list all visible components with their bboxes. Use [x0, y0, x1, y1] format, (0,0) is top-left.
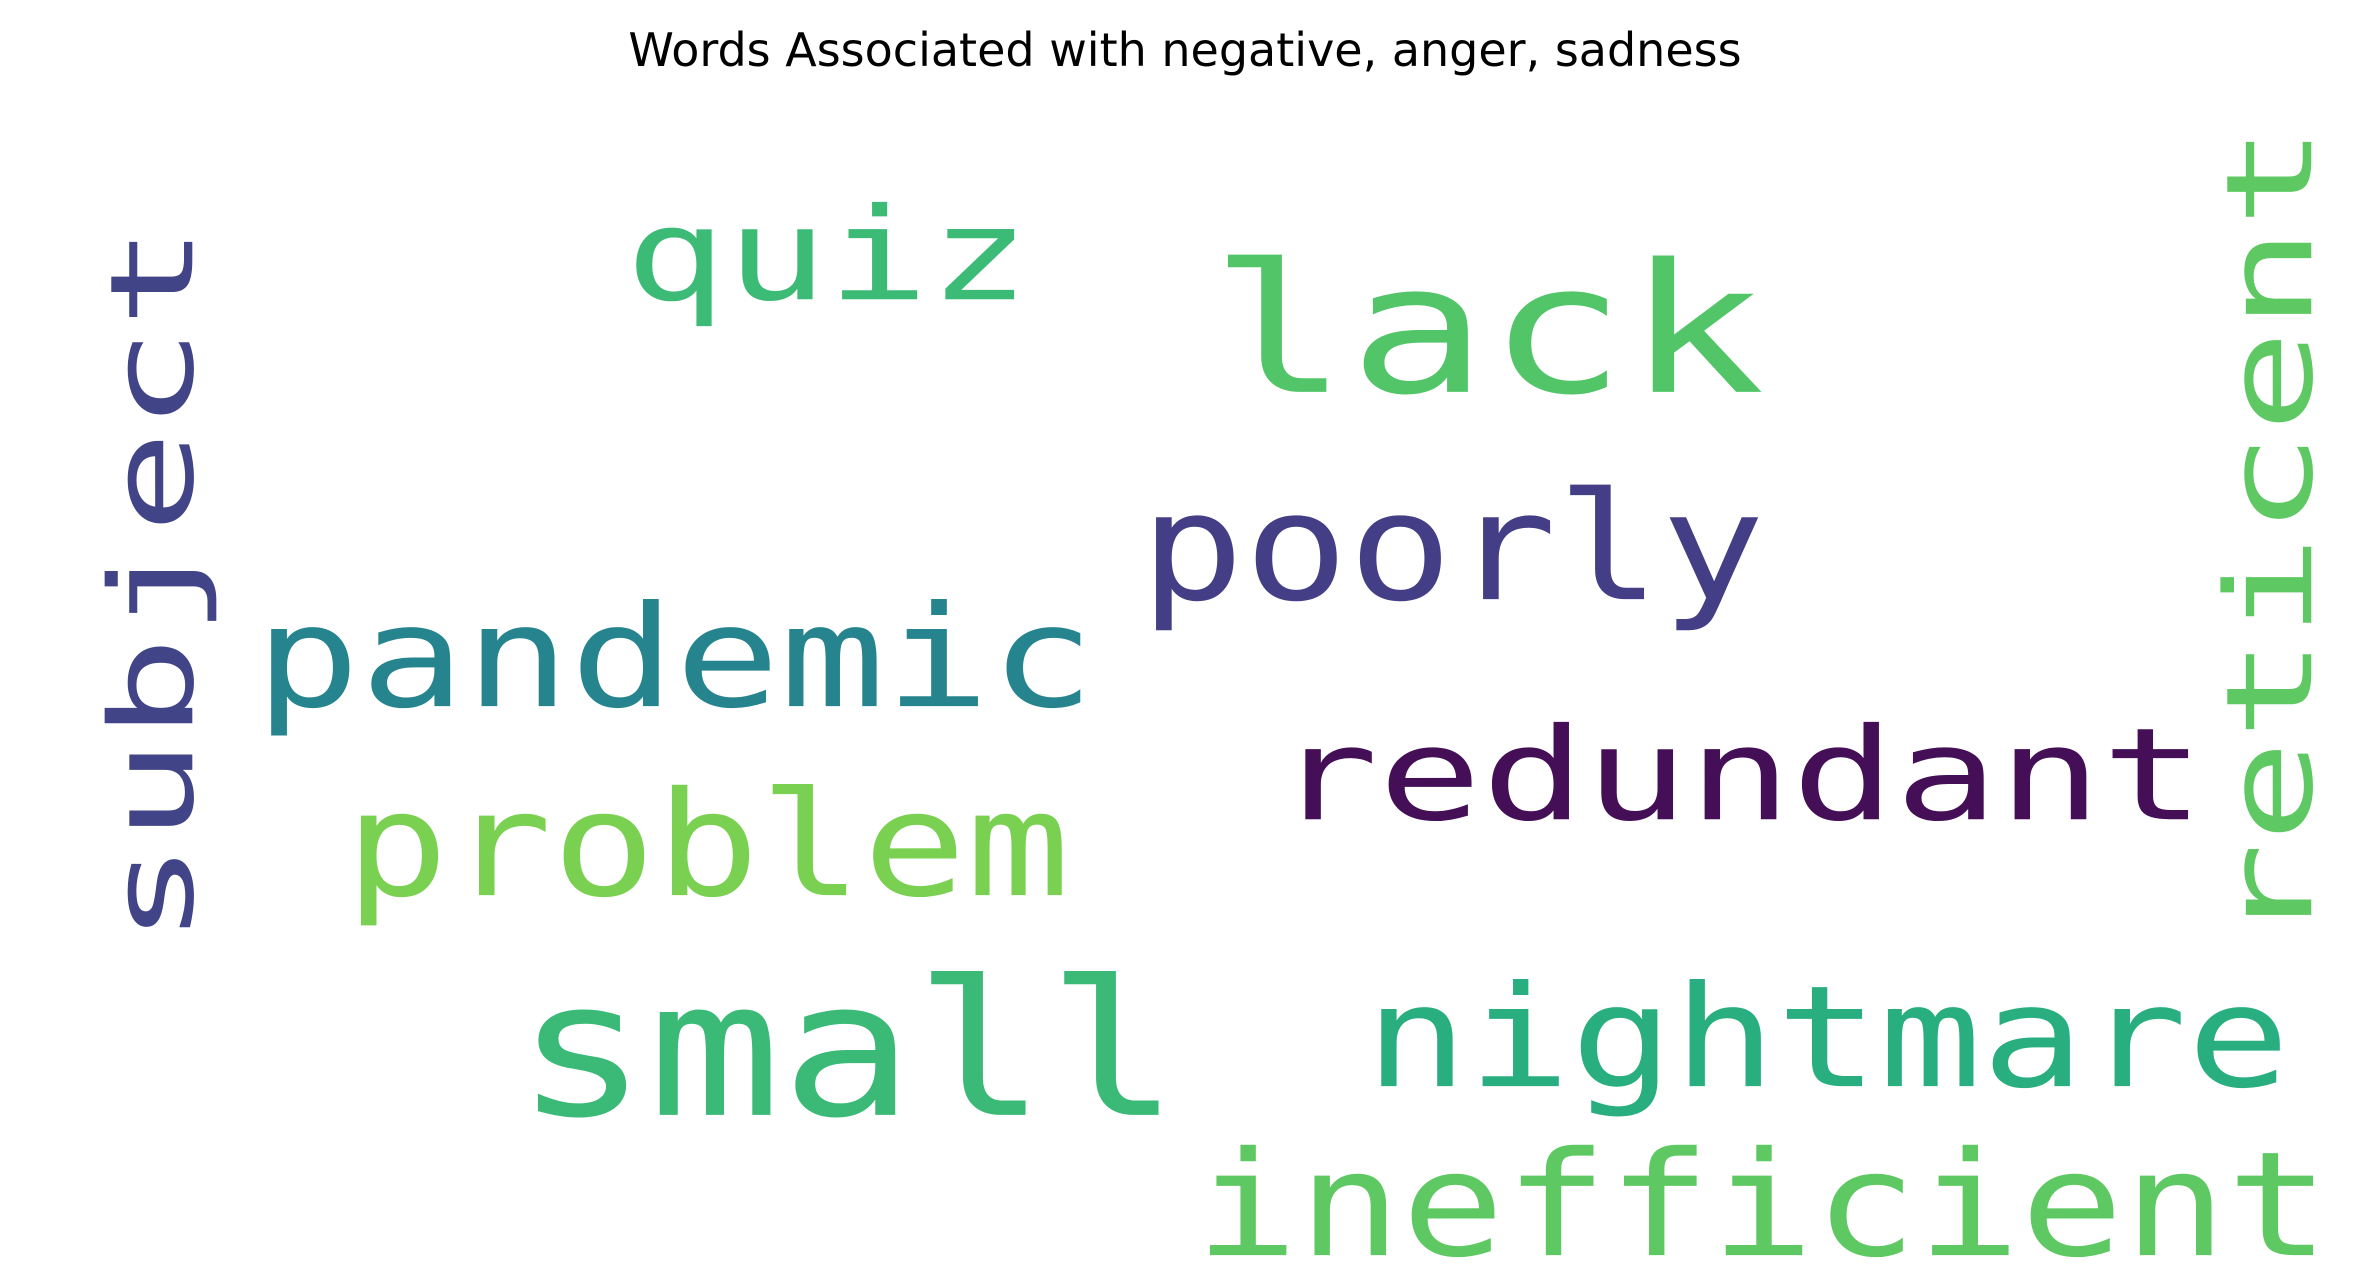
word-quiz: quiz: [625, 181, 1030, 330]
word-problem: problem: [345, 760, 1070, 930]
word-reticent: reticent: [2200, 125, 2340, 945]
word-poorly: poorly: [1140, 461, 1765, 635]
word-small: small: [515, 942, 1180, 1160]
word-nightmare: nightmare: [1365, 956, 2290, 1120]
chart-title: Words Associated with negative, anger, s…: [628, 23, 1742, 77]
word-pandemic: pandemic: [255, 576, 1095, 740]
word-lack: lack: [1210, 225, 1765, 434]
word-redundant: redundant: [1275, 700, 2205, 850]
word-inefficient: inefficient: [1195, 1122, 2330, 1278]
word-subject: subject: [86, 225, 220, 945]
